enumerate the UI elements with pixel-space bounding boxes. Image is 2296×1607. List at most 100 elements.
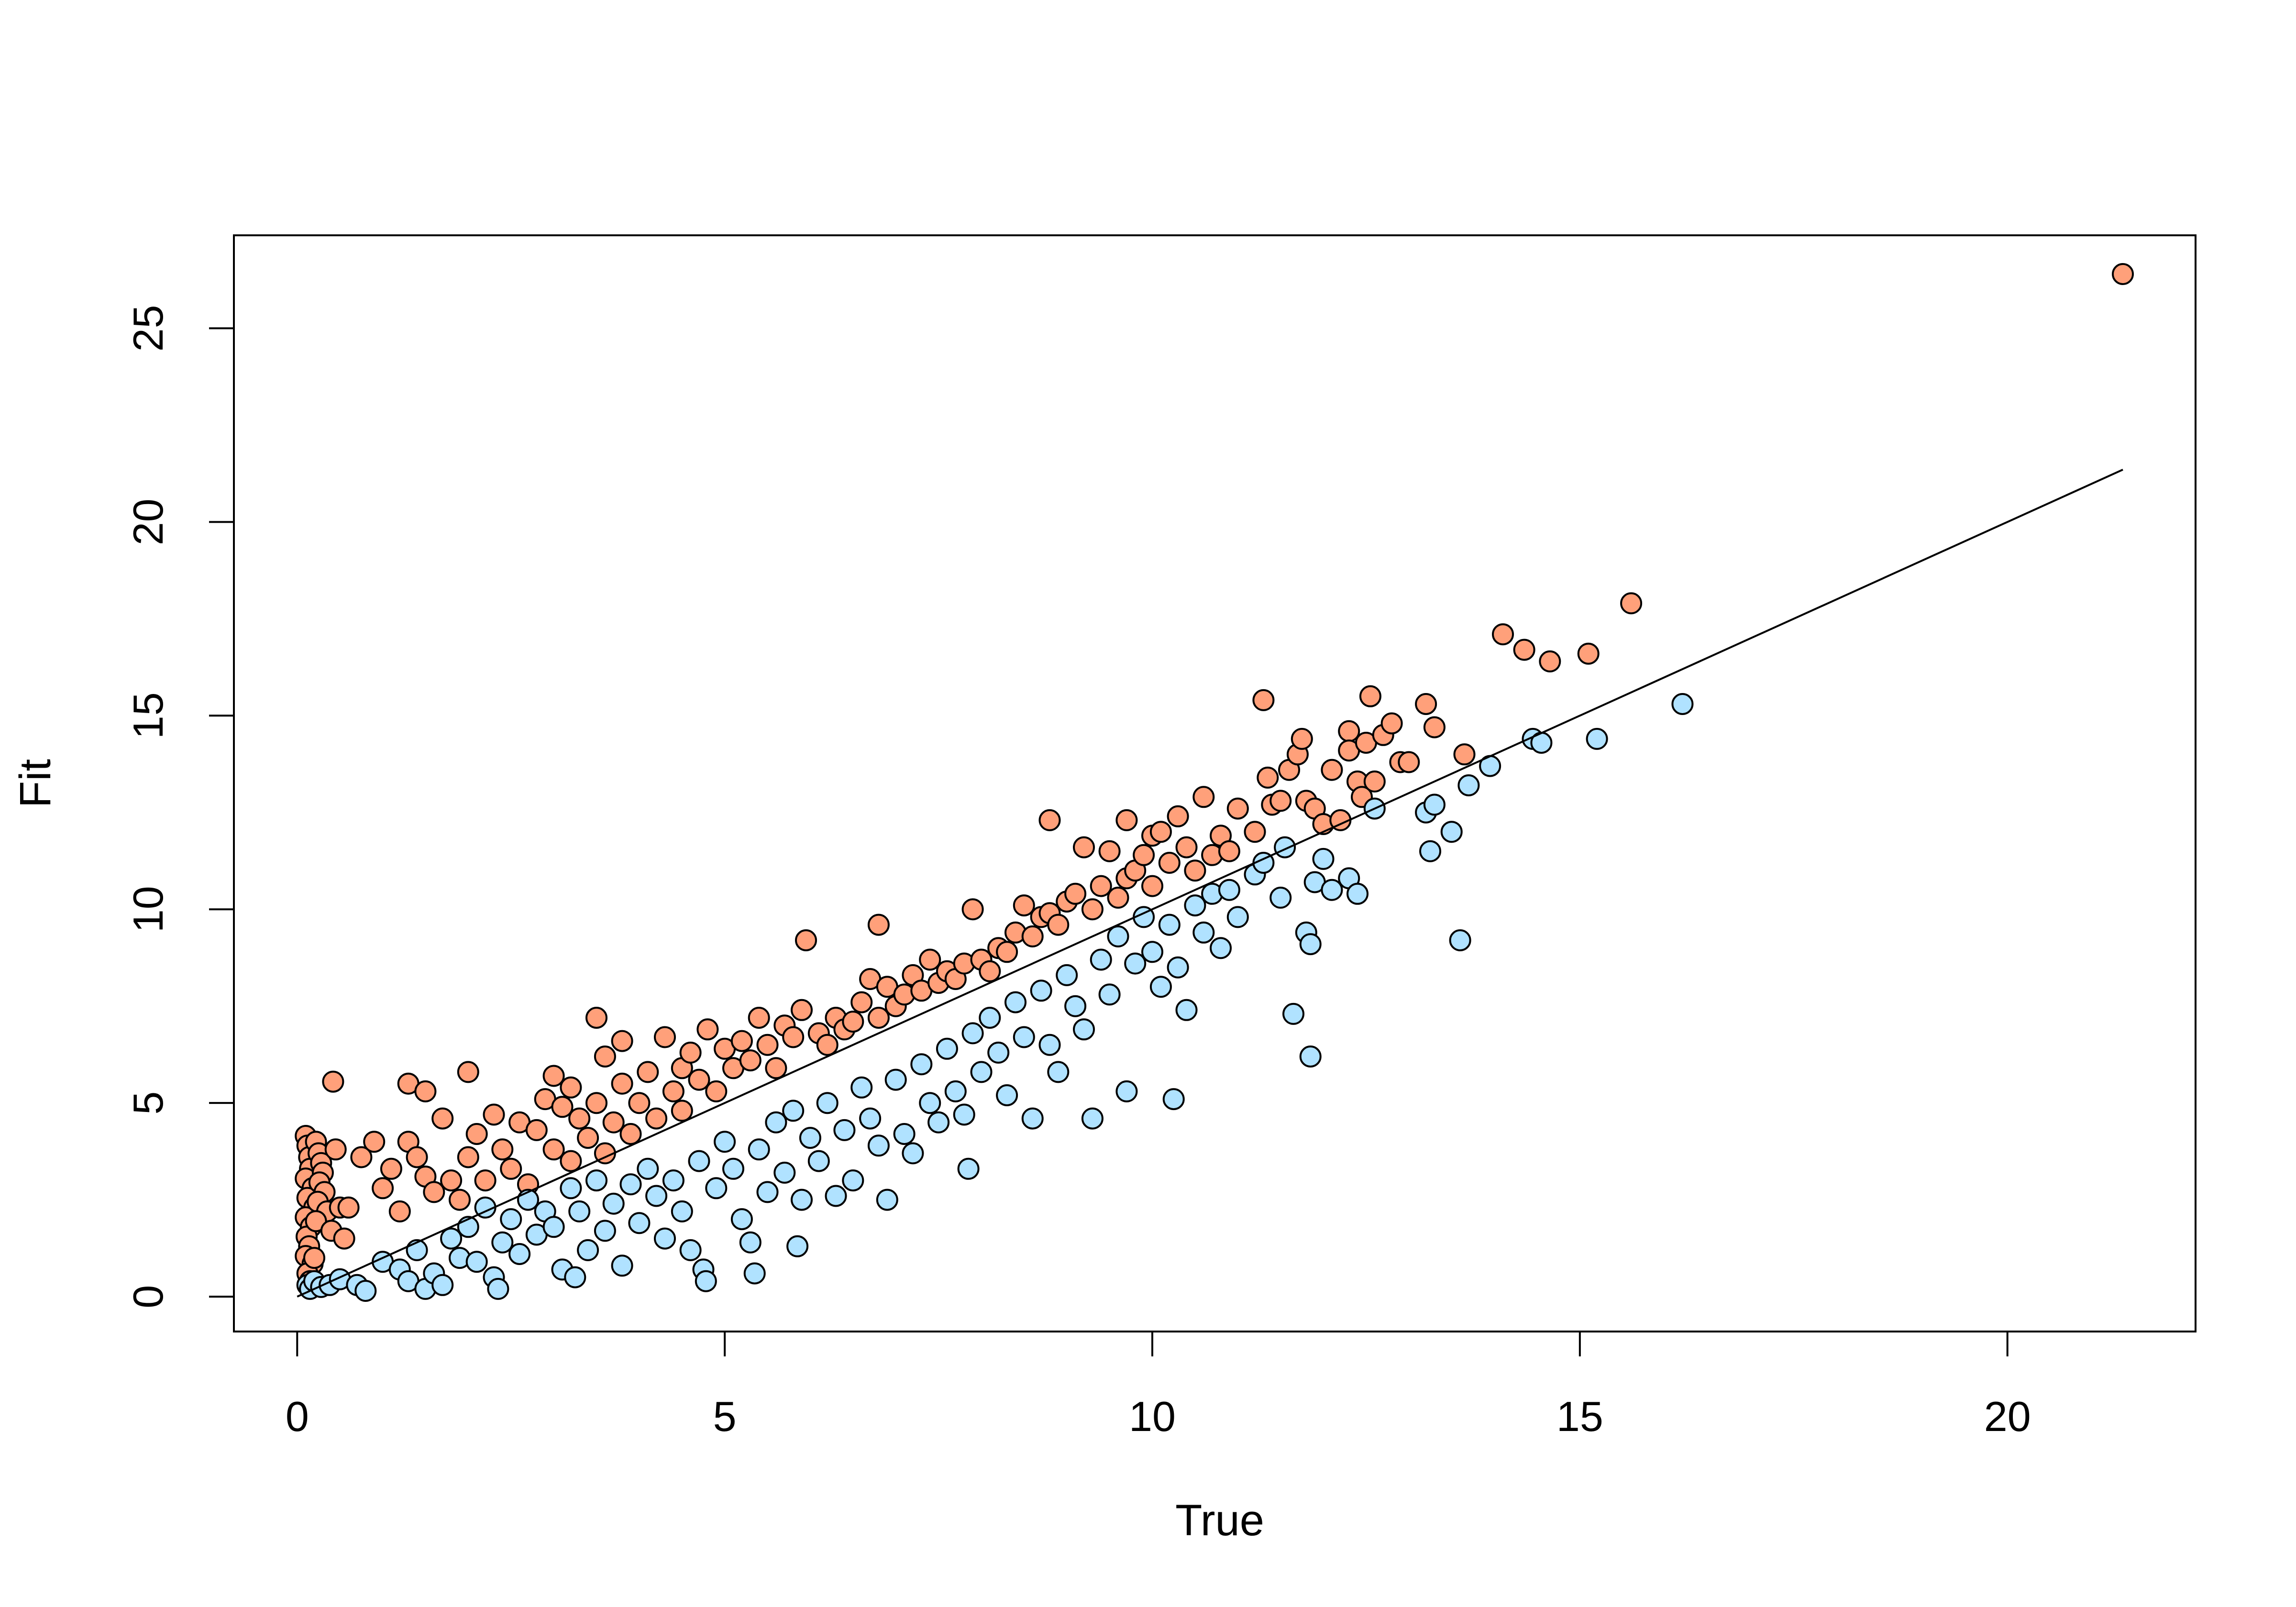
data-point (867, 1134, 890, 1157)
y-tick-label: 15 (124, 692, 172, 739)
data-point (1162, 1088, 1185, 1111)
data-point (1299, 933, 1322, 956)
data-point (431, 1274, 454, 1296)
data-point (337, 1196, 360, 1219)
data-point (1098, 840, 1121, 862)
data-point (688, 1150, 710, 1172)
data-point (628, 1092, 651, 1114)
data-point (1312, 848, 1335, 870)
y-axis-label: Fit (11, 759, 60, 808)
data-point (1274, 836, 1296, 859)
data-point (372, 1177, 394, 1200)
data-point (1269, 790, 1292, 812)
data-point (388, 1200, 411, 1222)
data-point (406, 1146, 428, 1168)
data-point (1449, 929, 1471, 951)
data-point (333, 1227, 355, 1250)
data-point (1030, 980, 1052, 1002)
data-point (423, 1181, 445, 1203)
data-point (714, 1131, 736, 1153)
data-point (1021, 1107, 1044, 1130)
data-point (1513, 638, 1535, 661)
data-point (782, 1100, 805, 1122)
data-point (1226, 906, 1249, 928)
data-point (1415, 693, 1437, 715)
data-point (825, 1185, 847, 1207)
data-point (542, 1138, 565, 1161)
data-point (1184, 894, 1206, 917)
data-point (449, 1189, 471, 1211)
data-point (1073, 1018, 1095, 1041)
data-point (705, 1177, 728, 1200)
data-point (1004, 991, 1027, 1013)
data-point (594, 1046, 616, 1068)
data-point (867, 914, 890, 936)
data-point (577, 1239, 599, 1261)
data-point (1090, 875, 1112, 897)
data-point (970, 1061, 993, 1083)
data-point (730, 1208, 753, 1231)
data-point (1192, 786, 1215, 808)
data-point (756, 1181, 779, 1203)
data-point (577, 1127, 599, 1149)
data-point (487, 1277, 509, 1300)
data-point (414, 1080, 437, 1102)
x-tick-label: 20 (1984, 1393, 2031, 1440)
data-point (936, 1037, 958, 1060)
reference-line (297, 469, 2123, 1298)
data-point (560, 1076, 582, 1099)
data-point (431, 1107, 454, 1130)
data-point (1133, 844, 1155, 866)
data-point (305, 1210, 327, 1233)
data-point (696, 1018, 719, 1041)
data-point (743, 1262, 766, 1285)
data-point (645, 1107, 668, 1130)
data-point (662, 1169, 684, 1192)
data-point (1577, 642, 1600, 665)
data-point (1492, 623, 1514, 646)
data-point (483, 1103, 505, 1126)
data-point (748, 1138, 770, 1161)
data-point (756, 1034, 779, 1056)
data-point (525, 1119, 548, 1141)
data-point (602, 1192, 625, 1215)
data-point (671, 1100, 693, 1122)
data-point (979, 960, 1001, 982)
data-point (1321, 759, 1343, 781)
x-axis: 0 5 10 15 20 (286, 1331, 2031, 1440)
data-point (611, 1255, 633, 1277)
data-point (611, 1030, 633, 1052)
data-point (1098, 983, 1121, 1006)
data-point (1064, 882, 1087, 905)
data-point (1218, 840, 1240, 862)
data-point (705, 1080, 728, 1102)
data-point (695, 1270, 717, 1292)
data-point (1047, 914, 1070, 936)
data-point (560, 1177, 582, 1200)
data-point (765, 1057, 787, 1079)
data-point (303, 1247, 325, 1269)
data-point (1167, 805, 1189, 827)
data-point (1141, 875, 1163, 897)
data-point (902, 1142, 924, 1165)
data-point (457, 1061, 479, 1083)
data-point (1347, 882, 1369, 905)
data-point (671, 1200, 693, 1222)
data-point (748, 1007, 770, 1029)
data-point (850, 1076, 873, 1099)
data-point (884, 1068, 907, 1091)
data-point (1081, 898, 1104, 921)
data-point (1291, 727, 1313, 750)
data-point (564, 1266, 586, 1288)
data-point (816, 1092, 839, 1114)
data-point (1064, 995, 1087, 1017)
y-tick-label: 5 (124, 1091, 172, 1115)
data-point (816, 1034, 839, 1056)
data-point (611, 1072, 633, 1095)
data-point (637, 1157, 659, 1180)
data-point (1107, 925, 1129, 947)
data-point (987, 1041, 1010, 1064)
data-point (363, 1131, 386, 1153)
data-point (508, 1243, 531, 1265)
